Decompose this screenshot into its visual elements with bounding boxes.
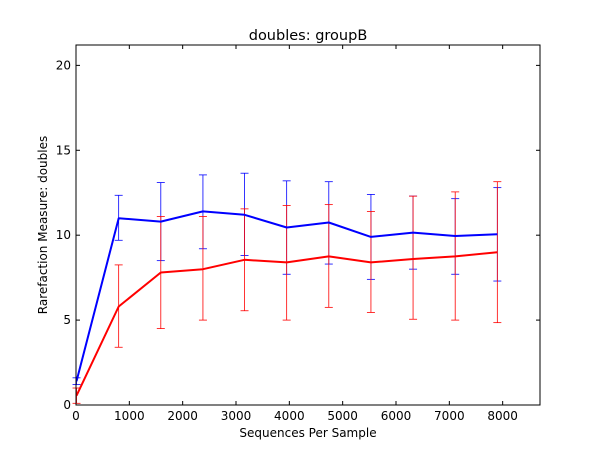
y-tick-label: 20 (56, 58, 71, 72)
x-tick-label: 0 (72, 409, 80, 423)
y-tick-label: 5 (63, 313, 71, 327)
x-tick-label: 6000 (381, 409, 412, 423)
series-line (75, 210, 498, 382)
x-tick-label: 7000 (434, 409, 465, 423)
y-axis-label: Rarefaction Measure: doubles (36, 136, 50, 314)
x-tick-label: 3000 (221, 409, 252, 423)
x-tick-label: 1000 (114, 409, 145, 423)
series-lines (75, 210, 498, 397)
y-tick-label: 15 (56, 143, 71, 157)
x-tick-label: 2000 (167, 409, 198, 423)
error-bar (409, 195, 418, 320)
chart-title: doubles: groupB (249, 28, 368, 44)
series-line (75, 251, 498, 397)
error-bar (493, 181, 502, 324)
x-axis-label: Sequences Per Sample (239, 426, 376, 440)
x-tick-label: 8000 (487, 409, 518, 423)
y-tick-label: 0 (63, 398, 71, 412)
plot-frame (75, 44, 541, 406)
axis-tick-labels: 0 1000 2000 3000 4000 5000 6000 7000 8000 0 5 10 15 2… (56, 58, 518, 423)
y-tick-label: 10 (56, 228, 71, 242)
x-tick-label: 5000 (327, 409, 358, 423)
x-tick-label: 4000 (274, 409, 305, 423)
